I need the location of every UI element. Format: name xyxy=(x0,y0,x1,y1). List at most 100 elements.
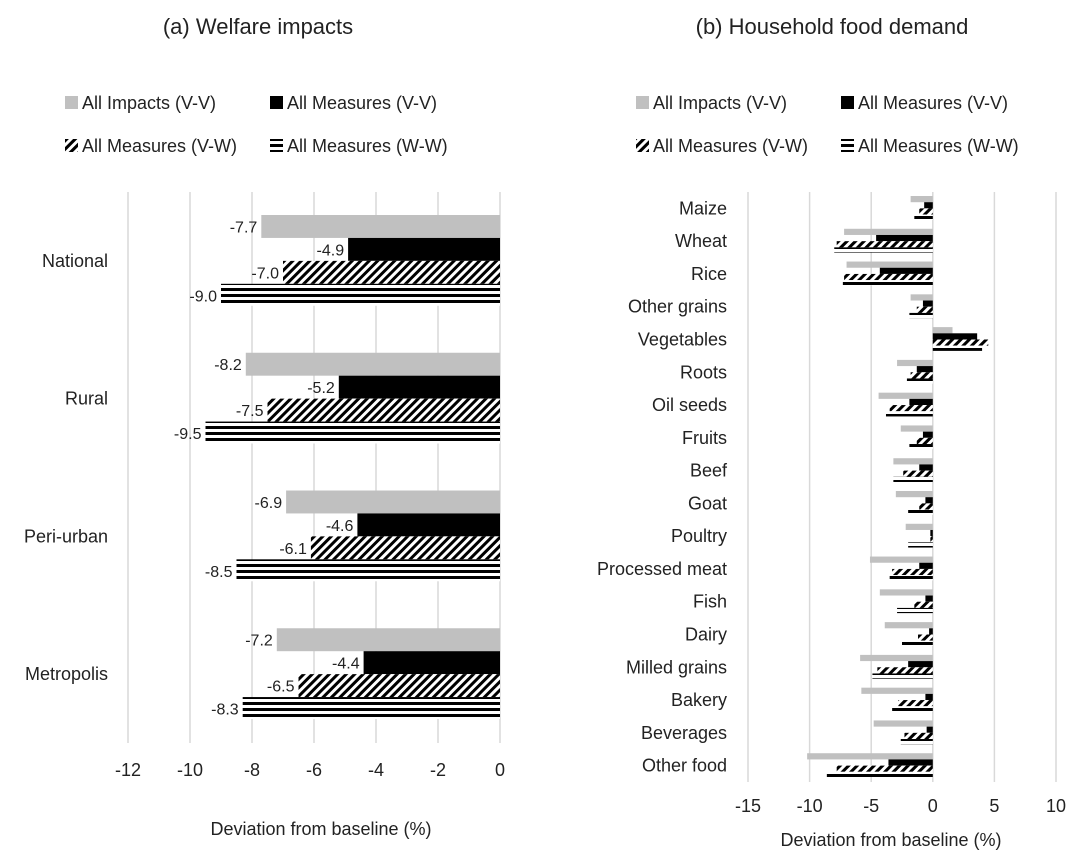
panel-b-bar-bakery-impacts-vv xyxy=(861,687,933,694)
panel-b-bar-beef-measures-vv xyxy=(919,464,933,471)
panel-b-bar-goat-measures-ww xyxy=(908,509,933,515)
panel-b-category-label-fish: Fish xyxy=(693,592,727,612)
panel-a-bar-metropolis-measures-ww xyxy=(242,697,500,719)
panel-b-bar-fish-measures-ww xyxy=(897,607,933,614)
legend-b-measures-ww-swatch xyxy=(841,139,854,152)
panel-b-x-tick-label: 10 xyxy=(1046,796,1066,816)
panel-a-x-tick-label: -6 xyxy=(306,760,322,780)
panel-b-bar-rice-measures-vv xyxy=(879,267,933,274)
panel-a-data-label-metropolis-measures-vv: -4.4 xyxy=(332,656,360,673)
legend-a-measures-vw-label: All Measures (V-W) xyxy=(82,136,237,156)
panel-b-bar-processed-meat-measures-ww xyxy=(889,575,933,581)
panel-b-bar-milled-grains-measures-vw xyxy=(877,667,933,674)
panel-b-bar-rice-measures-ww xyxy=(842,280,933,286)
panel-b-bar-dairy-impacts-vv xyxy=(884,622,933,629)
panel-a-bar-peri-urban-measures-ww xyxy=(236,559,500,582)
legend-a-measures-vv-swatch xyxy=(270,96,283,109)
panel-b-bar-dairy-measures-ww xyxy=(902,640,933,646)
panel-b-bar-bakery-measures-vv xyxy=(925,693,933,701)
panel-a-x-tick-label: -4 xyxy=(368,760,384,780)
panel-b-bar-oil-seeds-measures-vv xyxy=(909,398,933,406)
panel-b-bar-milled-grains-measures-ww xyxy=(872,673,933,679)
legend-b-impacts-label: All Impacts (V-V) xyxy=(653,93,787,113)
panel-b-x-tick-label: -15 xyxy=(735,796,761,816)
panel-a-category-label-peri-urban: Peri-urban xyxy=(24,526,108,546)
panel-b-bar-oil-seeds-impacts-vv xyxy=(878,392,933,399)
panel-a-bar-peri-urban-measures-vv xyxy=(357,513,500,537)
panel-a-bar-rural-measures-vw xyxy=(267,398,500,422)
panel-b-bar-oil-seeds-measures-ww xyxy=(885,411,933,417)
panel-b-bar-oil-seeds-measures-vw xyxy=(889,405,933,412)
panel-b-bar-bakery-measures-vw xyxy=(898,700,933,707)
panel-b-bar-beef-measures-vw xyxy=(903,470,933,477)
panel-b-bar-goat-measures-vw xyxy=(919,503,933,510)
panel-b-bar-roots-measures-vw xyxy=(910,372,933,379)
panel-b-bar-wheat-measures-vv xyxy=(876,234,933,242)
legend-b-measures-vv-swatch xyxy=(841,96,854,109)
panel-a-bar-rural-measures-vv xyxy=(338,375,500,399)
panel-b-bar-beef-measures-ww xyxy=(893,476,933,482)
panel-a-data-label-national-measures-vw: -7.0 xyxy=(251,265,279,282)
panel-a-x-tick-label: -8 xyxy=(244,760,260,780)
panel-b-bar-other-food-measures-vw xyxy=(836,765,933,772)
panel-b-category-label-dairy: Dairy xyxy=(685,625,727,645)
panel-a-category-label-metropolis: Metropolis xyxy=(25,664,108,684)
panel-a-legend: All Impacts (V-V) All Measures (V-V) All… xyxy=(65,93,448,156)
panel-b-x-tick-label: 5 xyxy=(989,796,999,816)
panel-b-bar-goat-measures-vv xyxy=(925,497,933,504)
panel-b-bar-other-grains-measures-vv xyxy=(922,300,933,307)
legend-a-measures-vw-swatch xyxy=(65,139,78,152)
panel-b-bar-other-grains-measures-vw xyxy=(916,306,933,313)
panel-a-bar-rural-impacts-vv xyxy=(245,352,500,376)
panel-b-title: (b) Household food demand xyxy=(696,14,969,39)
panel-b-category-label-beverages: Beverages xyxy=(641,723,727,743)
legend-b-measures-vw-swatch xyxy=(636,139,649,152)
panel-b-bar-vegetables-impacts-vv xyxy=(932,327,953,334)
panel-b-bar-wheat-impacts-vv xyxy=(844,228,933,235)
panel-a-bar-national-impacts-vv xyxy=(261,215,500,238)
panel-a-bar-national-measures-vv xyxy=(348,237,500,261)
legend-a-measures-vv-label: All Measures (V-V) xyxy=(287,93,437,113)
panel-b-bar-bakery-measures-ww xyxy=(892,706,933,712)
panel-b-category-label-poultry: Poultry xyxy=(671,526,727,546)
panel-a-data-label-peri-urban-measures-vv: -4.6 xyxy=(326,518,354,535)
panel-b-category-label-fruits: Fruits xyxy=(682,428,727,448)
panel-b-category-label-beef: Beef xyxy=(690,461,728,481)
panel-b-bar-beef-impacts-vv xyxy=(893,458,933,465)
panel-a-bar-rural-measures-ww xyxy=(205,421,500,444)
panel-b-bar-other-grains-measures-ww xyxy=(909,312,933,319)
panel-a-bar-peri-urban-impacts-vv xyxy=(286,490,500,514)
panel-b-category-label-other-food: Other food xyxy=(642,756,727,776)
panel-b-bar-beverages-measures-vw xyxy=(904,732,933,740)
panel-b-bar-other-food-measures-vv xyxy=(888,759,933,766)
panel-a-bar-national-measures-ww xyxy=(221,283,500,306)
panel-b-bar-fish-measures-vw xyxy=(914,601,933,608)
panel-b-category-label-maize: Maize xyxy=(679,198,727,218)
panel-b-category-label-roots: Roots xyxy=(680,362,727,382)
panel-b-bar-goat-impacts-vv xyxy=(895,491,933,498)
panel-b-bar-vegetables-measures-ww xyxy=(932,345,983,351)
panel-b-bar-dairy-measures-vv xyxy=(929,628,933,635)
panel-a-category-label-national: National xyxy=(42,251,108,271)
panel-a-x-tick-label: -10 xyxy=(177,760,203,780)
panel-b-bar-fruits-impacts-vv xyxy=(900,425,933,432)
panel-b-bar-fruits-measures-ww xyxy=(909,444,933,450)
panel-b-bar-vegetables-measures-vw xyxy=(932,339,989,346)
panel-a-category-label-rural: Rural xyxy=(65,389,108,409)
panel-b-bar-other-food-measures-ww xyxy=(826,771,933,777)
panel-b-x-tick-label: -10 xyxy=(797,796,823,816)
panel-b-bar-beverages-impacts-vv xyxy=(873,720,933,727)
panel-a-data-label-peri-urban-measures-vw: -6.1 xyxy=(279,541,307,558)
panel-a-data-label-national-impacts-vv: -7.7 xyxy=(230,219,258,236)
panel-a-data-label-metropolis-impacts-vv: -7.2 xyxy=(245,633,273,650)
panel-a-data-label-peri-urban-measures-ww: -8.5 xyxy=(205,564,233,581)
panel-b-bar-roots-impacts-vv xyxy=(897,359,933,367)
panel-b-bar-milled-grains-impacts-vv xyxy=(860,654,933,662)
legend-a-measures-ww-label: All Measures (W-W) xyxy=(287,136,448,156)
legend-a-measures-ww-swatch xyxy=(270,139,283,152)
panel-b-category-label-processed-meat: Processed meat xyxy=(597,559,727,579)
panel-a-plot: -12 -10 -8 -6 -4 -2 0 National -7.7 -4.9 -7.0 -9.0 R… xyxy=(24,192,505,780)
legend-b-impacts-swatch xyxy=(636,96,649,109)
panel-b-bar-fruits-measures-vw xyxy=(916,437,933,445)
